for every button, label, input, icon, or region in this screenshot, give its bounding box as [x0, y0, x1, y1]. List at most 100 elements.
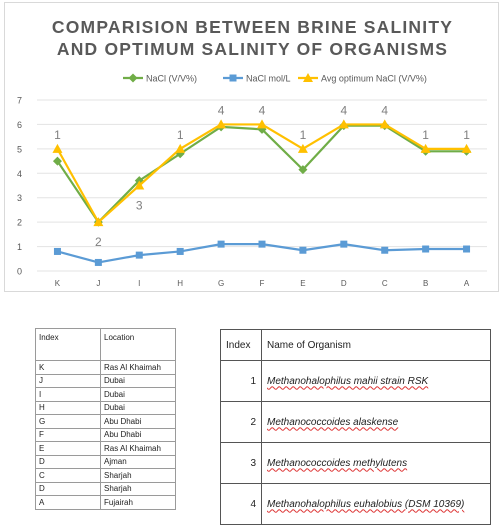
- y-tick-label: 0: [17, 267, 22, 277]
- data-point: [420, 143, 431, 153]
- location-name-cell: Dubai: [100, 373, 176, 388]
- organism-table-row: 2 Methanococcoides alaskense: [220, 401, 491, 443]
- organism-header-index: Index: [220, 329, 262, 361]
- location-index-cell: H: [35, 400, 101, 415]
- organism-index-cell: 4: [220, 483, 262, 525]
- y-tick-label: 5: [17, 144, 22, 154]
- legend-marker: [229, 74, 237, 82]
- location-name-cell: Abu Dhabi: [100, 427, 176, 442]
- location-index-cell: K: [35, 360, 101, 375]
- x-tick-label: C: [382, 279, 388, 288]
- organism-name-cell: Methanohalophilus euhalobius (DSM 10369): [261, 483, 491, 525]
- y-tick-label: 3: [17, 193, 22, 203]
- organism-index-cell: 1: [220, 360, 262, 402]
- x-tick-label: H: [177, 279, 183, 288]
- y-tick-label: 2: [17, 218, 22, 228]
- data-label: 4: [259, 103, 266, 117]
- legend-label: NaCl (V/V%): [146, 74, 197, 84]
- chart-title-line-2: AND OPTIMUM SALINITY OF ORGANISMS: [56, 39, 449, 59]
- x-tick-label: I: [138, 279, 140, 288]
- location-name-cell: Abu Dhabi: [100, 414, 176, 429]
- data-point: [53, 247, 61, 255]
- location-table-row: D Sharjah: [35, 481, 176, 496]
- location-header-location: Location: [100, 328, 176, 361]
- chart-area: COMPARISION BETWEEN BRINE SALINITY AND O…: [4, 2, 499, 292]
- data-point: [381, 246, 389, 254]
- data-point: [298, 165, 308, 175]
- data-label: 1: [422, 128, 429, 142]
- x-tick-label: F: [260, 279, 265, 288]
- location-index-cell: D: [35, 454, 101, 469]
- location-index-cell: E: [35, 441, 101, 456]
- organism-name-cell: Methanococcoides methylutens: [261, 442, 491, 484]
- data-point: [461, 143, 472, 153]
- location-name-cell: Ras Al Khaimah: [100, 441, 176, 456]
- data-point: [175, 143, 186, 153]
- series-line: [56, 124, 467, 224]
- location-index-cell: D: [35, 481, 101, 496]
- organism-index-cell: 3: [220, 442, 262, 484]
- location-name-cell: Dubai: [100, 400, 176, 415]
- organism-name: Methanohalophilus mahii strain RSK: [267, 375, 429, 387]
- data-label: 4: [381, 103, 388, 117]
- organism-index-cell: 2: [220, 401, 262, 443]
- x-tick-label: G: [218, 279, 224, 288]
- data-point: [297, 143, 308, 153]
- location-index-cell: I: [35, 387, 101, 402]
- data-point: [340, 240, 348, 248]
- data-point: [93, 217, 104, 227]
- location-table-row: J Dubai: [35, 373, 176, 388]
- location-table-row: K Ras Al Khaimah: [35, 360, 176, 375]
- data-point: [135, 251, 143, 259]
- location-table-row: D Ajman: [35, 454, 176, 469]
- data-point: [216, 119, 227, 129]
- legend-marker: [128, 73, 138, 83]
- location-index-cell: J: [35, 373, 101, 388]
- location-table-row: C Sharjah: [35, 468, 176, 483]
- location-header-index: Index: [35, 328, 101, 361]
- organism-table: Index Name of Organism 1 Methanohalophilu…: [220, 329, 491, 525]
- data-label: 1: [300, 128, 307, 142]
- data-point: [258, 240, 266, 248]
- location-index-cell: C: [35, 468, 101, 483]
- location-name-cell: Fujairah: [100, 495, 176, 510]
- data-point: [257, 119, 267, 129]
- data-point: [217, 240, 225, 248]
- data-label: 1: [463, 128, 470, 142]
- organism-table-row: 3 Methanococcoides methylutens: [220, 442, 491, 484]
- data-label: 2: [95, 235, 102, 249]
- x-tick-label: B: [423, 279, 428, 288]
- legend-marker: [303, 73, 313, 82]
- data-point: [52, 143, 63, 153]
- y-tick-label: 6: [17, 120, 22, 130]
- location-table-row: A Fujairah: [35, 495, 176, 510]
- data-point: [463, 245, 471, 253]
- location-index-cell: A: [35, 495, 101, 510]
- location-table-row: G Abu Dhabi: [35, 414, 176, 429]
- organism-name: Methanococcoides methylutens: [267, 457, 408, 469]
- location-table-row: E Ras Al Khaimah: [35, 441, 176, 456]
- location-table: Index Location K Ras Al Khaimah J Dubai I Dub…: [35, 328, 176, 510]
- organism-name: Methanohalophilus euhalobius (DSM 10369): [267, 498, 465, 510]
- location-index-cell: G: [35, 414, 101, 429]
- x-tick-label: A: [464, 279, 470, 288]
- location-name-cell: Sharjah: [100, 481, 176, 496]
- legend-label: NaCl mol/L: [246, 74, 291, 84]
- y-tick-label: 7: [17, 96, 22, 106]
- organism-header-name: Name of Organism: [261, 329, 491, 361]
- data-point: [338, 119, 349, 129]
- data-point: [94, 258, 102, 266]
- organism-name-cell: Methanohalophilus mahii strain RSK: [261, 360, 491, 402]
- data-point: [52, 156, 62, 166]
- location-name-cell: Dubai: [100, 387, 176, 402]
- location-index-cell: F: [35, 427, 101, 442]
- legend-label: Avg optimum NaCl (V/V%): [321, 74, 427, 84]
- location-table-header-row: Index Location: [35, 328, 176, 361]
- organism-table-header-row: Index Name of Organism: [220, 329, 491, 361]
- y-tick-label: 1: [17, 242, 22, 252]
- data-point: [379, 119, 390, 129]
- data-point: [176, 247, 184, 255]
- x-tick-label: D: [341, 279, 347, 288]
- location-table-row: F Abu Dhabi: [35, 427, 176, 442]
- data-label: 1: [177, 128, 184, 142]
